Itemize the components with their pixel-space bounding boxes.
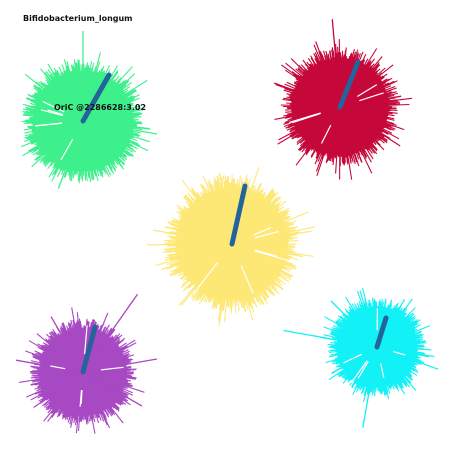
- green-gap-5: [47, 109, 64, 116]
- figure-title: Bifidobacterium_longum: [23, 14, 133, 23]
- yellow-radial-plot: [146, 166, 316, 327]
- green-spike-1: [57, 120, 84, 189]
- red-spike-4: [339, 106, 384, 133]
- red-gap-0: [320, 124, 332, 144]
- red-radial-plot: [273, 19, 412, 180]
- yellow-gap-5: [253, 227, 272, 236]
- purple-radial-plot: [15, 293, 158, 434]
- green-gap-0: [42, 100, 65, 113]
- cyan-gap-0: [343, 353, 363, 364]
- purple-gap-2: [50, 365, 66, 370]
- cyan-radial-plot: [283, 287, 439, 428]
- green-spike-3: [82, 92, 131, 122]
- cyan-gap-1: [393, 351, 406, 356]
- purple-gap-4: [84, 325, 88, 354]
- oric-annotation: OriC @2286628:3.02: [54, 103, 147, 112]
- purple-gap-1: [80, 390, 83, 405]
- red-oric-needle: [337, 59, 361, 110]
- yellow-gap-2: [254, 250, 293, 263]
- cyan-gap-2: [380, 363, 385, 378]
- red-spike-3: [314, 63, 341, 108]
- green-radial-plot: [20, 31, 158, 189]
- yellow-spike-3: [231, 243, 304, 258]
- purple-spike-4: [82, 358, 158, 373]
- green-spike-2: [82, 120, 158, 135]
- purple-spike-2: [50, 316, 84, 373]
- yellow-spike-0: [153, 229, 233, 245]
- cyan-gap-4: [350, 360, 368, 384]
- red-spike-2: [339, 95, 402, 108]
- cyan-spike-3: [376, 346, 439, 370]
- yellow-gap-0: [254, 249, 277, 257]
- green-gap-1: [60, 139, 74, 161]
- cyan-oric-needle: [374, 315, 389, 350]
- cyan-gap-5: [357, 361, 369, 379]
- red-gap-1: [356, 84, 378, 98]
- green-gap-4: [34, 122, 63, 127]
- yellow-oric-needle: [229, 183, 248, 247]
- purple-oric-needle: [80, 324, 98, 375]
- yellow-gap-4: [240, 265, 254, 294]
- green-oric-needle: [80, 72, 112, 124]
- red-gap-3: [359, 92, 384, 102]
- purple-gap-3: [101, 366, 124, 371]
- yellow-spike-2: [217, 243, 233, 321]
- red-gap-4: [289, 112, 321, 123]
- purple-spike-3: [82, 371, 143, 407]
- red-spike-0: [331, 19, 341, 108]
- purple-spike-1: [15, 359, 84, 373]
- red-spike-1: [273, 82, 341, 108]
- yellow-gap-3: [192, 262, 219, 295]
- cyan-spike-2: [362, 346, 378, 428]
- yellow-spike-1: [218, 172, 233, 245]
- yellow-spike-4: [231, 203, 280, 245]
- red-gap-5: [292, 112, 321, 124]
- yellow-gap-1: [254, 230, 279, 239]
- green-spike-4: [40, 104, 84, 122]
- green-gap-3: [40, 109, 63, 117]
- cyan-spike-1: [330, 300, 378, 348]
- cyan-spike-0: [283, 329, 378, 348]
- purple-spike-0: [82, 293, 139, 373]
